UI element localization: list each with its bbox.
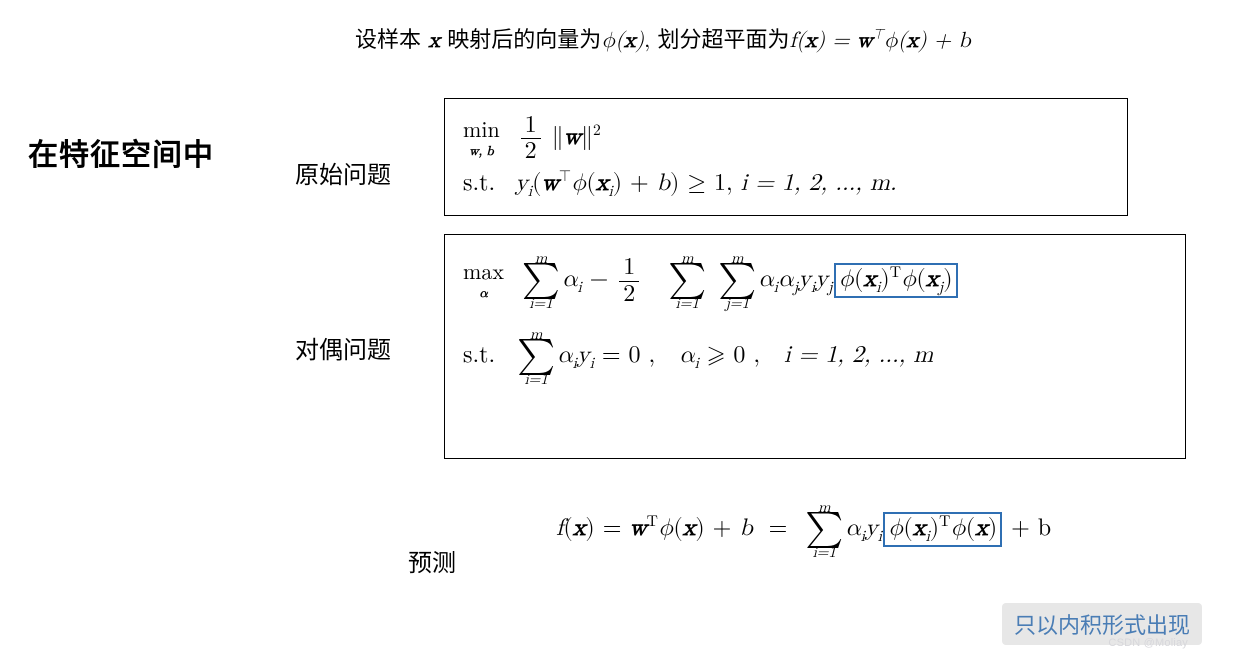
dual-half-den: 2: [619, 282, 639, 307]
predict-inner-product-highlight: ϕ(xi)Tϕ(x): [883, 512, 1002, 547]
dual-objective: max α m ∑ i=1 αi − 1 2 m ∑ i=1 m ∑ j=1 α…: [463, 251, 1167, 311]
dual-constraint: s.t. m ∑ i=1 αiyi = 0 , αi ⩾ 0 , i = 1, …: [463, 327, 1167, 387]
topline-t3: , 划分超平面为: [644, 30, 789, 52]
primal-Tsup: ⊤: [559, 169, 571, 185]
dual-minus: −: [590, 267, 617, 291]
pred-Tsup: T: [647, 514, 658, 530]
pred-tail: + b: [1003, 516, 1051, 540]
dual-problem-box: max α m ∑ i=1 αi − 1 2 m ∑ i=1 m ∑ j=1 α…: [444, 234, 1186, 459]
primal-half-num: 1: [521, 113, 541, 139]
primal-wT: w: [541, 171, 558, 195]
inner-product-note: 只以内积形式出现: [1002, 603, 1202, 645]
primal-st: s.t.: [463, 171, 495, 195]
dual-max-sub: α: [479, 287, 487, 300]
label-dual: 对偶问题: [295, 330, 391, 365]
topline-x: x: [428, 30, 440, 52]
dual-half-num: 1: [619, 255, 639, 281]
section-heading: 在特征空间中: [28, 130, 214, 174]
primal-objective: min w, b 1 2 ∥w∥2: [463, 113, 1109, 164]
label-predict: 预测: [408, 543, 456, 578]
mapping-description: 设样本 x 映射后的向量为ϕ(x), 划分超平面为f(x) = w⊤ϕ(x) +…: [355, 22, 971, 54]
topline-t2: 映射后的向量为: [440, 30, 601, 52]
pred-w: w: [629, 516, 646, 540]
topline-t1: 设样本: [355, 30, 428, 52]
primal-constraint: s.t. yi(w⊤ϕ(xi) + b) ≥ 1, i = 1, 2, …, m…: [463, 168, 1109, 202]
norm-open: ∥: [552, 125, 564, 149]
primal-w: w: [564, 125, 581, 149]
primal-sq: 2: [593, 123, 601, 139]
label-primal: 原始问题: [295, 155, 391, 190]
prediction-equation: f(x) = wTϕ(x) + b = m ∑ i=1 αiyiϕ(xi)Tϕ(…: [556, 500, 1051, 560]
dual-range: i = 1, 2, …, m: [784, 343, 933, 367]
norm-close: ∥: [581, 125, 593, 149]
primal-min-sub: w, b: [469, 145, 494, 158]
topline-eq: f(x) = w⊤ϕ(x) + b: [790, 30, 971, 52]
dual-st: s.t.: [463, 343, 495, 367]
dual-max: max: [463, 262, 504, 284]
primal-range: i = 1, 2, …, m.: [733, 171, 897, 195]
primal-min: min: [463, 120, 500, 142]
primal-problem-box: min w, b 1 2 ∥w∥2 s.t. yi(w⊤ϕ(xi) + b) ≥…: [444, 98, 1128, 216]
topline-phi: ϕ(x): [601, 30, 644, 52]
dual-inner-product-highlight: ϕ(xi)Tϕ(xj): [834, 263, 958, 298]
primal-half-den: 2: [521, 139, 541, 164]
